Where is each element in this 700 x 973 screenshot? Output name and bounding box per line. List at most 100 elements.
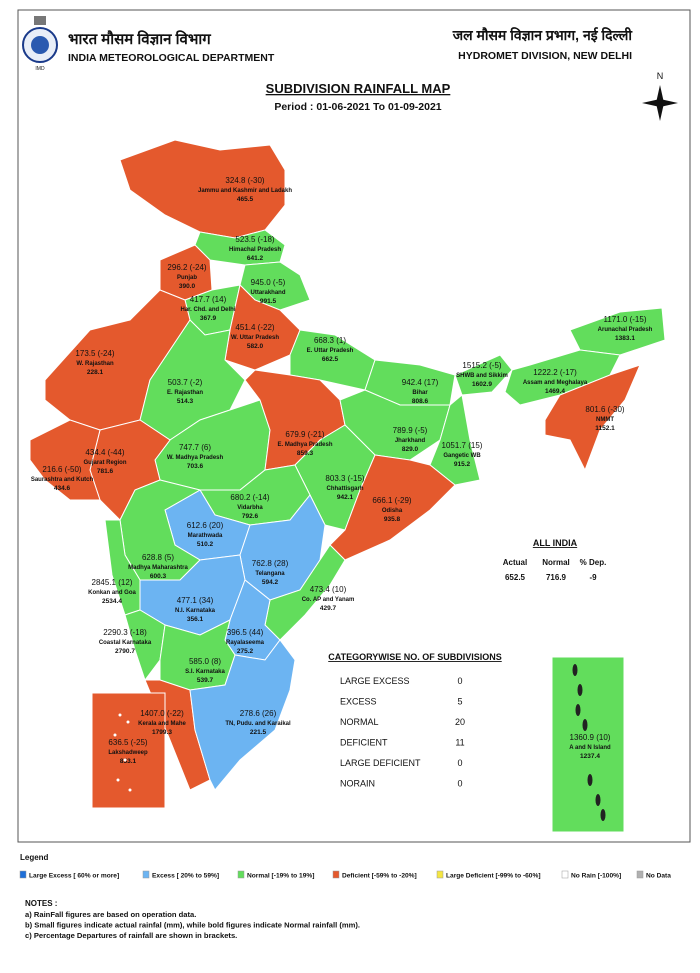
- normal-rainfall: 390.0: [179, 283, 196, 290]
- header-right-title: HYDROMET DIVISION, NEW DELHI: [458, 50, 632, 62]
- all-india-value: 652.5: [505, 573, 526, 582]
- subdivision-name: Konkan and Goa: [88, 590, 136, 596]
- normal-rainfall: 1383.1: [615, 335, 635, 342]
- island-dot: [118, 713, 122, 717]
- category-count: 11: [455, 738, 464, 748]
- normal-rainfall: 641.2: [247, 255, 264, 262]
- all-india-title: ALL INDIA: [533, 538, 578, 548]
- rainfall-label: 636.5 (-25): [108, 738, 147, 747]
- legend-label: Deficient [-59% to -20%]: [342, 873, 417, 880]
- rainfall-label: 628.8 (5): [142, 553, 174, 562]
- normal-rainfall: 808.6: [412, 398, 429, 405]
- category-count: 20: [455, 717, 465, 727]
- island-dot: [126, 720, 130, 724]
- rainfall-label: 747.7 (6): [179, 443, 211, 452]
- island-dot: [123, 758, 127, 762]
- island-shape: [572, 664, 578, 676]
- rainfall-label: 173.5 (-24): [75, 349, 114, 358]
- subdivision-name: Har. Chd. and Delhi: [180, 307, 235, 313]
- legend-swatch: [436, 870, 444, 879]
- subdivision-region: [189, 639, 296, 791]
- rainfall-label: 477.1 (34): [177, 596, 214, 605]
- all-india-header: Actual: [503, 558, 527, 567]
- rainfall-label: 942.4 (17): [402, 378, 439, 387]
- all-india-header: % Dep.: [580, 558, 607, 567]
- legend-title: Legend: [20, 853, 49, 862]
- normal-rainfall: 829.0: [402, 446, 419, 453]
- map-period: Period : 01-06-2021 To 01-09-2021: [274, 101, 441, 113]
- category-name: LARGE EXCESS: [340, 676, 410, 686]
- normal-rainfall: 915.2: [454, 461, 471, 468]
- rainfall-label: 1407.0 (-22): [140, 709, 184, 718]
- rainfall-label: 668.3 (1): [314, 336, 346, 345]
- inset-region: [91, 692, 166, 809]
- subdivision-name: Vidarbha: [237, 505, 263, 511]
- category-name: LARGE DEFICIENT: [340, 758, 421, 768]
- header-right-hindi: जल मौसम विज्ञान प्रभाग, नई दिल्ली: [452, 27, 634, 43]
- subdivision-name: N.I. Karnataka: [175, 608, 216, 614]
- subdivision-name: E. Uttar Pradesh: [307, 348, 354, 354]
- normal-rainfall: 991.5: [260, 298, 277, 305]
- all-india-header: Normal: [542, 558, 570, 567]
- island-shape: [595, 794, 601, 806]
- categorywise-title: CATEGORYWISE NO. OF SUBDIVISIONS: [328, 652, 502, 662]
- island-shape: [577, 684, 583, 696]
- legend-swatch: [237, 870, 245, 879]
- subdivision-name: SHWB and Sikkim: [456, 373, 508, 379]
- rainfall-label: 2290.3 (-18): [103, 628, 147, 637]
- category-name: NORAIN: [340, 779, 375, 789]
- inset-region: [551, 656, 625, 833]
- category-count: 0: [457, 779, 462, 789]
- north-arrow: N: [642, 71, 678, 121]
- subdivision-name: Gangetic WB: [443, 453, 481, 459]
- legend-label: Large Excess [ 60% or more]: [29, 873, 119, 880]
- subdivision-name: Odisha: [382, 508, 403, 514]
- india-map: 324.8 (-30) Jammu and Kashmir and Ladakh 4…: [29, 139, 666, 833]
- subdivision-name: Co. AP and Yanam: [302, 597, 355, 603]
- normal-rainfall: 1602.9: [472, 381, 492, 388]
- subdivision-name: Coastal Karnataka: [99, 640, 152, 646]
- rainfall-label: 945.0 (-5): [251, 278, 286, 287]
- notes-title: NOTES :: [25, 899, 57, 908]
- category-count: 5: [457, 697, 462, 707]
- rainfall-label: 417.7 (14): [190, 295, 227, 304]
- normal-rainfall: 367.9: [200, 315, 217, 322]
- subdivision-region: [119, 139, 286, 239]
- normal-rainfall: 1799.3: [152, 729, 172, 736]
- island-shape: [600, 809, 606, 821]
- rainfall-label: 680.2 (-14): [230, 493, 269, 502]
- legend-swatch: [19, 870, 27, 879]
- rainfall-label: 679.9 (-21): [285, 430, 324, 439]
- normal-rainfall: 1469.4: [545, 388, 565, 395]
- subdivision-name: Jammu and Kashmir and Ladakh: [198, 188, 292, 194]
- subdivision-name: Marathwada: [188, 533, 223, 539]
- legend-label: No Rain [-100%]: [571, 873, 621, 880]
- normal-rainfall: 1152.1: [595, 425, 615, 432]
- rainfall-label: 451.4 (-22): [235, 323, 274, 332]
- normal-rainfall: 2534.4: [102, 598, 122, 605]
- svg-text:IMD: IMD: [35, 66, 45, 72]
- rainfall-label: 1171.0 (-15): [604, 315, 647, 324]
- rainfall-label: 523.5 (-18): [235, 235, 274, 244]
- category-name: NORMAL: [340, 717, 379, 727]
- subdivision-name: Uttarakhand: [250, 290, 285, 296]
- legend-swatch: [142, 870, 150, 879]
- normal-rainfall: 228.1: [87, 369, 104, 376]
- rainfall-label: 1222.2 (-17): [533, 368, 577, 377]
- all-india-value: 716.9: [546, 573, 567, 582]
- rainfall-label: 789.9 (-5): [393, 426, 428, 435]
- normal-rainfall: 600.3: [150, 573, 167, 580]
- imd-emblem: IMD: [22, 16, 58, 72]
- header-hindi: भारत मौसम विज्ञान विभाग: [68, 30, 211, 48]
- header-title: INDIA METEOROLOGICAL DEPARTMENT: [68, 52, 275, 64]
- rainfall-label: 396.5 (44): [227, 628, 264, 637]
- info-panel: ALL INDIA Actual 652.5 Normal 716.9 % Dep. -9 C…: [19, 538, 671, 940]
- normal-rainfall: 539.7: [197, 677, 214, 684]
- subdivision-name: Chhattisgarh: [326, 486, 363, 492]
- subdivision-name: Assam and Meghalaya: [523, 380, 588, 386]
- legend-swatch: [332, 870, 340, 879]
- note-line: c) Percentage Departures of rainfall are…: [25, 931, 237, 940]
- subdivision-name: TN, Pudu. and Karaikal: [225, 721, 291, 727]
